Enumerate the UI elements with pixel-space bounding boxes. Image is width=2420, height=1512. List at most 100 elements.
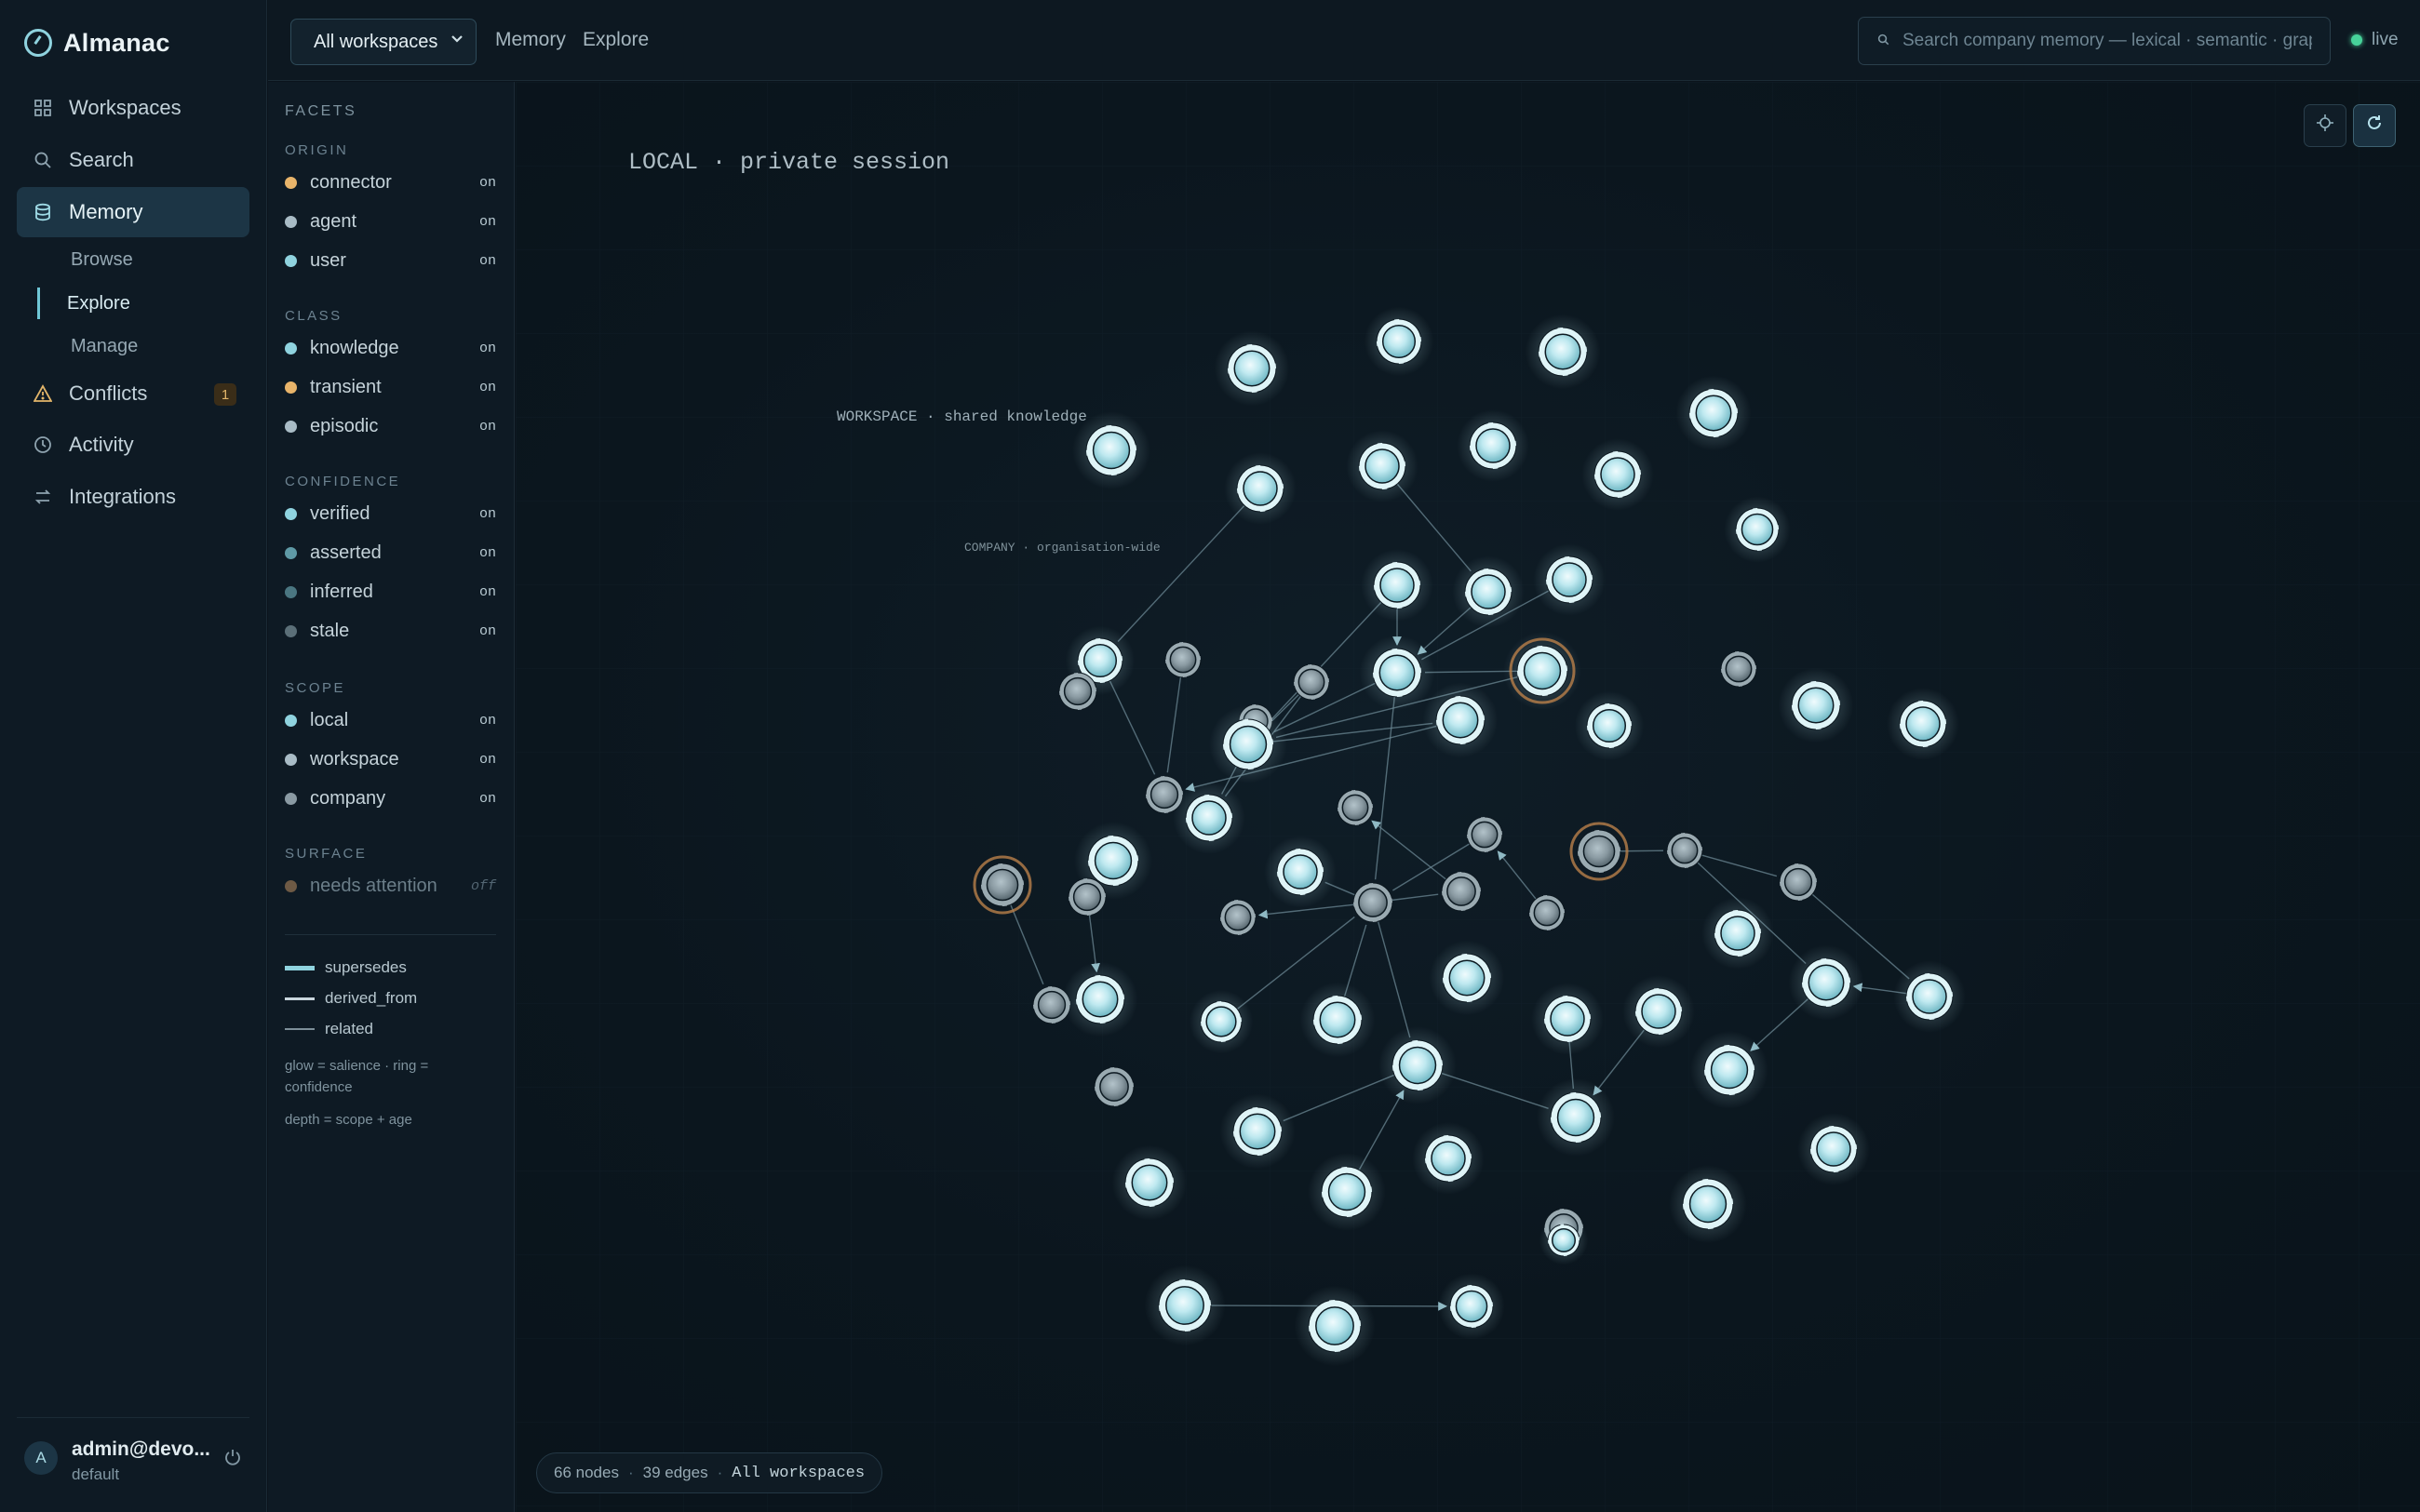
graph-edge[interactable] (1374, 696, 1395, 880)
memory-node[interactable] (1293, 663, 1330, 701)
memory-node[interactable] (1893, 960, 1966, 1033)
workspace-select[interactable]: All workspaces (290, 19, 477, 65)
memory-node[interactable] (1173, 782, 1245, 854)
nav-item-search[interactable]: Search (17, 135, 249, 185)
facet-toggle-company[interactable]: company on (285, 784, 496, 812)
graph-edge[interactable] (1392, 893, 1439, 902)
memory-node[interactable] (1666, 832, 1703, 869)
facet-toggle-inferred[interactable]: inferred on (285, 578, 496, 606)
memory-node[interactable] (1503, 632, 1581, 710)
nav-item-integrations[interactable]: Integrations (17, 472, 249, 522)
memory-node[interactable] (1308, 1153, 1386, 1231)
memory-node[interactable] (1581, 438, 1654, 511)
nav-item-workspaces[interactable]: Workspaces (17, 83, 249, 133)
memory-node[interactable] (1412, 1122, 1485, 1195)
memory-node[interactable] (1539, 1215, 1589, 1265)
graph-edge[interactable] (1185, 725, 1437, 792)
memory-node[interactable] (1189, 989, 1254, 1054)
memory-node[interactable] (1429, 940, 1505, 1016)
nav-item-memory[interactable]: Memory (17, 187, 249, 237)
memory-node[interactable] (1466, 816, 1503, 853)
memory-node[interactable] (1457, 409, 1529, 482)
memory-node[interactable] (1359, 635, 1435, 711)
memory-node[interactable] (1058, 672, 1097, 711)
graph-edge[interactable] (1371, 820, 1446, 880)
memory-node[interactable] (1145, 775, 1184, 814)
memory-node[interactable] (1724, 496, 1791, 563)
facet-toggle-local[interactable]: local on (285, 706, 496, 734)
memory-node[interactable] (1361, 549, 1433, 622)
graph-edge[interactable] (1273, 682, 1376, 733)
graph-edge[interactable] (1117, 504, 1245, 642)
facet-toggle-connector[interactable]: connector on (285, 168, 496, 196)
graph-edge[interactable] (1497, 850, 1537, 900)
memory-node[interactable] (1438, 1273, 1505, 1340)
facet-toggle-workspace[interactable]: workspace on (285, 745, 496, 773)
graph-edge[interactable] (1701, 854, 1778, 877)
power-icon[interactable] (223, 1448, 242, 1472)
nav-item-conflicts[interactable]: Conflicts 1 (17, 368, 249, 419)
memory-node[interactable] (1797, 1113, 1870, 1185)
memory-node[interactable] (1294, 1285, 1376, 1367)
memory-node[interactable] (1779, 863, 1818, 902)
facet-toggle-needs-attention[interactable]: needs attention off (285, 872, 496, 900)
memory-node[interactable] (1531, 983, 1604, 1055)
memory-node[interactable] (1164, 641, 1202, 678)
sub-item-manage[interactable]: Manage (71, 335, 139, 356)
graph-edge[interactable] (1377, 921, 1411, 1038)
memory-node[interactable] (1111, 1144, 1188, 1221)
memory-node[interactable] (1209, 705, 1287, 783)
graph-edge[interactable] (1010, 904, 1044, 985)
graph-edge[interactable] (1358, 1090, 1405, 1171)
facet-toggle-user[interactable]: user on (285, 247, 496, 274)
memory-graph[interactable] (516, 82, 2420, 1512)
memory-node[interactable] (1062, 961, 1138, 1037)
graph-edge[interactable] (1593, 1029, 1646, 1096)
memory-node[interactable] (1788, 944, 1864, 1021)
sub-item-browse[interactable]: Browse (71, 248, 133, 270)
memory-node[interactable] (1452, 555, 1525, 628)
graph-edge[interactable] (1272, 722, 1433, 743)
memory-node[interactable] (1224, 452, 1297, 525)
memory-node[interactable] (1337, 789, 1374, 826)
facet-toggle-episodic[interactable]: episodic on (285, 412, 496, 440)
memory-node[interactable] (1569, 822, 1629, 881)
memory-node[interactable] (1720, 650, 1757, 688)
nav-item-activity[interactable]: Activity (17, 420, 249, 470)
memory-node[interactable] (1364, 306, 1434, 377)
avatar[interactable]: A (24, 1441, 58, 1475)
facet-toggle-transient[interactable]: transient on (285, 373, 496, 401)
memory-node[interactable] (1219, 1093, 1296, 1170)
memory-node[interactable] (1299, 982, 1376, 1058)
graph-edge[interactable] (1396, 483, 1472, 572)
recenter-button[interactable] (2304, 104, 2346, 147)
memory-node[interactable] (1887, 688, 1959, 760)
memory-node[interactable] (1690, 1031, 1768, 1109)
memory-node[interactable] (1537, 1078, 1615, 1157)
graph-edge[interactable] (1109, 680, 1156, 775)
facet-toggle-agent[interactable]: agent on (285, 207, 496, 235)
graph-edge[interactable] (1392, 843, 1471, 891)
memory-node[interactable] (1352, 882, 1393, 923)
graph-edge[interactable] (1257, 903, 1354, 919)
memory-node[interactable] (1346, 430, 1418, 502)
memory-node[interactable] (1675, 375, 1752, 451)
facet-toggle-knowledge[interactable]: knowledge on (285, 334, 496, 362)
graph-edge[interactable] (1267, 601, 1382, 724)
search-box[interactable] (1858, 17, 2331, 65)
memory-node[interactable] (1144, 1264, 1226, 1346)
memory-node[interactable] (1778, 667, 1854, 743)
memory-node[interactable] (1525, 314, 1601, 390)
memory-node[interactable] (1422, 682, 1499, 758)
graph-edge[interactable] (1283, 1074, 1395, 1122)
search-input[interactable] (1902, 31, 2312, 51)
memory-node[interactable] (1378, 1026, 1457, 1104)
memory-node[interactable] (1094, 1066, 1135, 1107)
memory-node[interactable] (1441, 871, 1482, 912)
memory-node[interactable] (1264, 836, 1337, 908)
graph-edge[interactable] (1441, 1072, 1549, 1109)
memory-node[interactable] (1068, 877, 1107, 917)
memory-node[interactable] (1528, 894, 1566, 931)
facet-toggle-stale[interactable]: stale on (285, 617, 496, 645)
facet-toggle-verified[interactable]: verified on (285, 500, 496, 528)
